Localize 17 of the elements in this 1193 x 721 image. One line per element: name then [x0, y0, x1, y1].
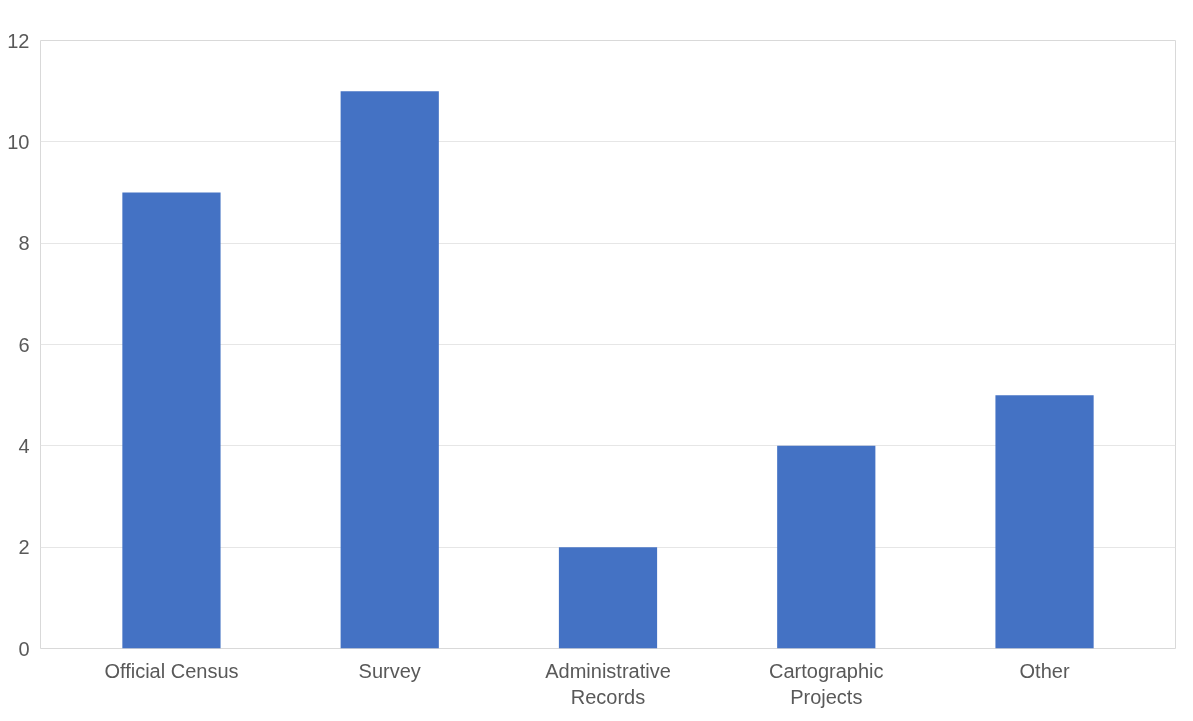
y-tick-label: 4: [18, 434, 30, 457]
x-tick-label: Official Census: [104, 659, 239, 682]
y-tick-label: 12: [7, 29, 30, 52]
bar: [995, 395, 1094, 649]
y-tick-label: 6: [18, 333, 30, 356]
y-tick-label: 10: [7, 130, 30, 153]
bar: [340, 91, 439, 649]
bar: [777, 445, 876, 649]
x-tick-label: Cartographic Projects: [769, 659, 884, 708]
bar: [122, 192, 221, 649]
y-tick-label: 8: [18, 232, 30, 255]
bar: [558, 547, 658, 649]
x-tick-label: Other: [1019, 659, 1070, 682]
y-tick-label: 2: [18, 536, 30, 559]
x-tick-label: Administrative Records: [545, 659, 671, 708]
y-tick-label: 0: [18, 637, 30, 660]
x-tick-label: Survey: [358, 659, 421, 682]
